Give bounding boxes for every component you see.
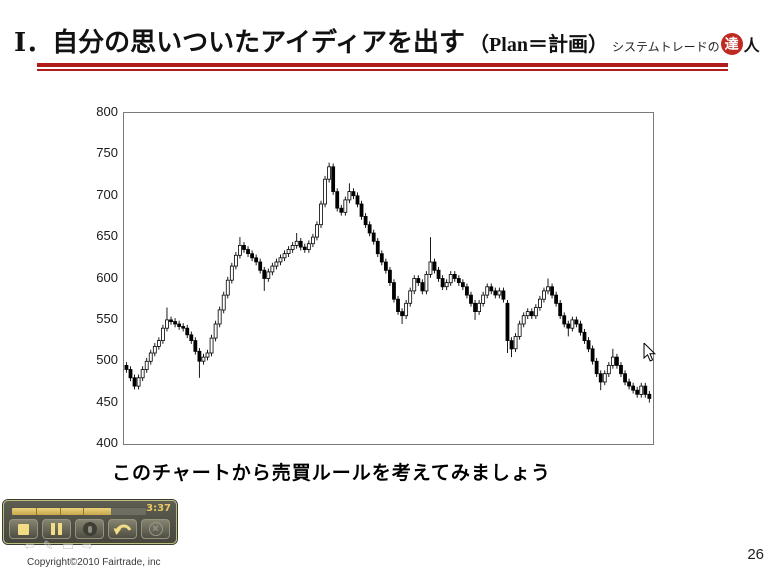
y-tick-label: 600	[96, 269, 118, 285]
brand-logo-icon: 達	[720, 32, 743, 55]
forward-arrow-icon[interactable]: ⇨	[82, 539, 94, 554]
page-title-sub: （Plan＝計画）	[469, 34, 608, 56]
playback-time: 3:37	[146, 503, 171, 514]
slide-icon[interactable]: ▭	[61, 539, 75, 554]
mouse-cursor-icon	[643, 343, 657, 362]
microphone-icon	[82, 522, 97, 536]
y-tick-label: 750	[96, 145, 118, 161]
y-tick-label: 450	[96, 393, 118, 409]
progress-notch	[35, 508, 37, 515]
progress-notch	[59, 508, 61, 515]
y-tick-label: 650	[96, 228, 118, 244]
page-title: Ⅰ．自分の思いついたアイディアを出す	[14, 28, 466, 57]
brand-text: システムトレードの	[611, 40, 720, 54]
y-tick-label: 500	[96, 352, 118, 368]
page-number: 26	[747, 546, 764, 563]
y-tick-label: 700	[96, 186, 118, 202]
candlestick-series	[124, 162, 652, 403]
playback-progress-bar[interactable]	[11, 507, 147, 516]
brand-suffix: 人	[743, 38, 760, 55]
pen-icon[interactable]: ✎	[42, 539, 54, 554]
close-button[interactable]: ×	[141, 519, 170, 539]
playback-progress-fill	[12, 508, 112, 515]
y-tick-label: 400	[96, 435, 118, 450]
y-tick-label: 800	[96, 104, 118, 119]
chart-caption: このチャートから売買ルールを考えてみましょう	[112, 463, 551, 484]
undo-arrow-icon	[113, 524, 131, 535]
player-buttons: ×	[9, 519, 170, 539]
title-divider-gap	[37, 67, 728, 69]
slide-header: Ⅰ．自分の思いついたアイディアを出す （Plan＝計画） システムトレードの 達…	[14, 22, 764, 59]
close-icon: ×	[148, 522, 163, 536]
undo-button[interactable]	[108, 519, 137, 539]
copyright-text: Copyright©2010 Fairtrade, inc	[27, 557, 161, 568]
presenter-controls: ⇦ ✎ ▭ ⇨	[24, 539, 93, 554]
title-divider-thin-line	[37, 69, 728, 71]
title-divider-thick-line	[37, 63, 728, 67]
title-divider	[37, 63, 728, 71]
pause-icon	[51, 523, 62, 535]
stop-icon	[18, 523, 29, 535]
back-arrow-icon[interactable]: ⇦	[24, 539, 35, 554]
progress-notch	[83, 508, 85, 515]
y-tick-label: 550	[96, 310, 118, 326]
candlestick-chart	[123, 112, 654, 445]
pause-button[interactable]	[42, 519, 71, 539]
microphone-button[interactable]	[75, 519, 104, 539]
recorder-player-panel: 3:37 ×	[3, 500, 177, 544]
stop-button[interactable]	[9, 519, 38, 539]
